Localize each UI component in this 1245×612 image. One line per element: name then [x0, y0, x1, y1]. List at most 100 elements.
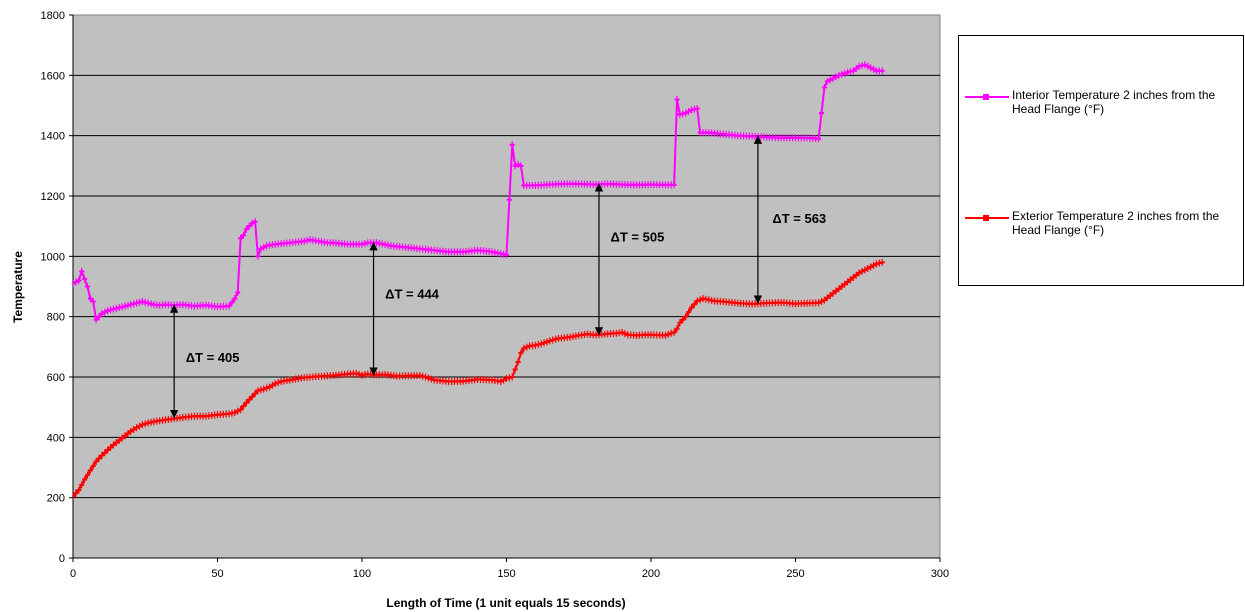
series-point-bar — [631, 183, 637, 186]
series-point-bar — [584, 333, 590, 336]
series-point-bar — [608, 183, 614, 186]
series-point-bar — [238, 408, 244, 411]
series-point-bar — [353, 372, 359, 375]
series-point-bar — [634, 183, 640, 186]
series-point-bar — [437, 379, 443, 382]
series-point-bar — [556, 183, 562, 186]
series-point-bar — [738, 134, 744, 137]
series-point-bar — [215, 305, 220, 308]
series-point-bar — [714, 300, 720, 303]
series-point-bar — [284, 379, 290, 382]
series-point-bar — [443, 380, 449, 383]
series-point-bar — [131, 302, 137, 305]
series-point-bar — [564, 182, 570, 185]
legend-swatch-exterior — [965, 215, 1009, 221]
series-point-bar — [272, 382, 278, 385]
series-point-bar — [316, 375, 322, 378]
series-point-bar — [379, 242, 385, 245]
series-point-bar — [148, 302, 154, 305]
series-point-bar — [873, 69, 879, 72]
series-point-bar — [382, 373, 388, 376]
series-point-bar — [113, 307, 119, 310]
series-point-bar — [391, 374, 397, 377]
series-point-bar — [717, 132, 723, 135]
series-point-bar — [362, 373, 368, 376]
series-point-bar — [584, 183, 590, 186]
series-point-bar — [463, 250, 469, 253]
series-point-bar — [795, 302, 801, 305]
series-point-bar — [324, 241, 330, 244]
series-point-bar — [264, 244, 270, 247]
series-point-bar — [252, 392, 258, 395]
series-point-bar — [868, 265, 874, 268]
series-point-bar — [749, 135, 755, 138]
series-point-bar — [879, 69, 885, 72]
series-point-bar — [784, 136, 790, 139]
series-point-bar — [790, 302, 796, 305]
series-point-bar — [411, 247, 417, 250]
series-point-bar — [703, 298, 709, 301]
series-point-bar — [151, 420, 157, 423]
series-point-bar — [281, 380, 287, 383]
series-point-bar — [671, 331, 677, 334]
series-point-bar — [729, 301, 735, 304]
series-point-bar — [122, 434, 128, 437]
series-point-bar — [480, 378, 486, 381]
series-point-bar — [460, 250, 466, 253]
series-point-bar — [434, 379, 440, 382]
series-point-bar — [868, 66, 874, 69]
y-tick-label: 1600 — [41, 70, 65, 82]
series-point-bar — [472, 249, 478, 252]
series-point-bar — [319, 375, 325, 378]
delta-label-3: ΔT = 563 — [772, 211, 826, 226]
series-point-bar — [258, 388, 264, 391]
series-point-bar — [824, 80, 830, 83]
series-point-bar — [697, 131, 703, 134]
series-point-bar — [576, 334, 582, 337]
series-point-bar — [876, 262, 882, 265]
series-markers-0 — [73, 61, 885, 324]
series-point-bar — [712, 299, 718, 302]
series-point-bar — [139, 300, 145, 303]
series-point-bar — [674, 327, 680, 330]
y-tick-label: 800 — [47, 312, 65, 324]
series-point-bar — [631, 334, 637, 337]
series-point-bar — [720, 300, 726, 303]
series-point-bar — [420, 248, 426, 251]
series-point-bar — [209, 414, 215, 417]
series-point-bar — [160, 419, 166, 422]
series-point-bar — [379, 373, 385, 376]
series-point-bar — [660, 334, 666, 337]
series-point-bar — [99, 312, 105, 315]
series-point-bar — [660, 183, 666, 186]
series-point-bar — [347, 372, 353, 375]
series-point-bar — [313, 239, 319, 242]
series-point-bar — [385, 244, 391, 247]
series-layer — [73, 61, 885, 500]
series-point-bar — [564, 336, 570, 339]
series-point-bar — [538, 184, 544, 187]
series-point-bar — [605, 332, 611, 335]
series-point-bar — [200, 415, 206, 418]
x-axis-title: Length of Time (1 unit equals 15 seconds… — [386, 596, 625, 610]
series-point-bar — [856, 271, 862, 274]
series-point-bar — [324, 374, 330, 377]
series-point-bar — [307, 238, 313, 241]
series-point-bar — [700, 297, 706, 300]
series-point-bar — [414, 247, 420, 250]
series-point-bar — [761, 135, 767, 138]
series-point-bar — [76, 279, 82, 282]
series-point-bar — [735, 302, 741, 305]
series-point-bar — [220, 413, 226, 416]
series-point-bar — [732, 134, 738, 137]
series-point-bar — [408, 246, 414, 249]
series-point-bar — [116, 306, 122, 309]
series-point-bar — [769, 301, 775, 304]
series-point-bar — [99, 454, 105, 457]
series-point-bar — [836, 287, 842, 290]
series-point-bar — [90, 464, 96, 467]
series-point-bar — [816, 301, 822, 304]
series-point-bar — [255, 255, 261, 258]
series-point-bar — [518, 164, 524, 167]
series-point-bar — [764, 302, 770, 305]
